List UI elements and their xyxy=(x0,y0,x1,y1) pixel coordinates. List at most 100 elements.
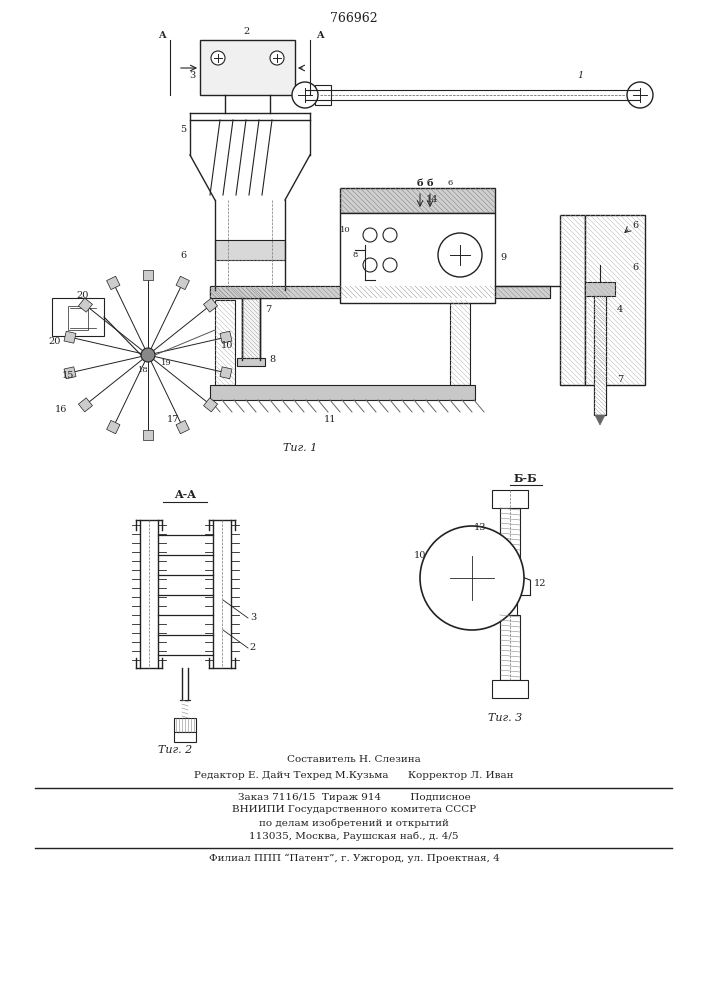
Bar xyxy=(492,680,528,698)
Bar xyxy=(210,288,290,298)
Circle shape xyxy=(211,51,225,65)
Circle shape xyxy=(627,82,653,108)
Polygon shape xyxy=(204,398,218,412)
Polygon shape xyxy=(107,276,120,290)
Text: A: A xyxy=(316,30,324,39)
Bar xyxy=(315,85,331,105)
Bar xyxy=(503,563,517,583)
Polygon shape xyxy=(78,298,93,312)
Bar xyxy=(215,300,235,385)
Bar xyxy=(560,215,585,385)
Text: 18: 18 xyxy=(138,366,148,374)
Bar xyxy=(242,298,260,360)
Bar xyxy=(215,240,285,260)
Text: Заказ 7116/15  Тираж 914         Подписное: Заказ 7116/15 Тираж 914 Подписное xyxy=(238,792,470,802)
Bar xyxy=(492,490,528,508)
Text: 2: 2 xyxy=(244,27,250,36)
Circle shape xyxy=(292,82,318,108)
Bar xyxy=(210,288,290,298)
Text: 6: 6 xyxy=(180,250,186,259)
Bar xyxy=(340,188,495,213)
Bar xyxy=(52,298,104,336)
Text: 2: 2 xyxy=(250,644,256,652)
Bar xyxy=(500,508,520,563)
Circle shape xyxy=(270,51,284,65)
Bar xyxy=(594,295,606,415)
Text: 14: 14 xyxy=(426,196,438,205)
Bar xyxy=(503,595,517,615)
Text: 11: 11 xyxy=(324,416,337,424)
Polygon shape xyxy=(176,276,189,290)
Polygon shape xyxy=(595,415,605,425)
Text: 113035, Москва, Раушская наб., д. 4/5: 113035, Москва, Раушская наб., д. 4/5 xyxy=(250,831,459,841)
Bar xyxy=(215,300,235,385)
Bar xyxy=(585,215,645,385)
Polygon shape xyxy=(64,367,76,379)
Text: 3: 3 xyxy=(250,613,256,622)
Text: 9: 9 xyxy=(500,253,506,262)
Bar xyxy=(210,286,550,298)
Text: 6: 6 xyxy=(632,263,638,272)
Text: Τиг. 1: Τиг. 1 xyxy=(283,443,317,453)
Bar xyxy=(585,215,645,385)
Circle shape xyxy=(383,258,397,272)
Text: 5: 5 xyxy=(180,125,186,134)
Text: 3: 3 xyxy=(189,70,195,80)
Text: Составитель Н. Слезина: Составитель Н. Слезина xyxy=(287,756,421,764)
Text: 1: 1 xyxy=(577,70,583,80)
Text: ВНИИПИ Государственного комитета СССР: ВНИИПИ Государственного комитета СССР xyxy=(232,806,476,814)
Bar xyxy=(594,295,606,415)
Bar xyxy=(594,295,606,415)
Text: A-A: A-A xyxy=(174,489,196,500)
Text: Τиг. 3: Τиг. 3 xyxy=(488,713,522,723)
Polygon shape xyxy=(204,298,218,312)
Polygon shape xyxy=(78,398,93,412)
Text: 12: 12 xyxy=(534,578,547,587)
Text: Филиал ППП “Патент”, г. Ужгород, ул. Проектная, 4: Филиал ППП “Патент”, г. Ужгород, ул. Про… xyxy=(209,853,499,863)
Polygon shape xyxy=(220,331,232,343)
Bar xyxy=(450,300,470,385)
Polygon shape xyxy=(143,430,153,440)
Text: 10: 10 xyxy=(414,550,426,560)
Text: Б-Б: Б-Б xyxy=(513,473,537,484)
Text: 16: 16 xyxy=(55,406,67,414)
Bar xyxy=(68,306,88,330)
Text: 8: 8 xyxy=(352,251,358,259)
Bar xyxy=(340,213,495,303)
Text: б: б xyxy=(427,178,433,188)
Text: 4: 4 xyxy=(617,306,623,314)
Polygon shape xyxy=(143,270,153,280)
Bar xyxy=(200,40,295,95)
Text: 20: 20 xyxy=(77,290,89,300)
Text: Редактор Е. Дайч Техред М.Кузьма      Корректор Л. Иван: Редактор Е. Дайч Техред М.Кузьма Коррект… xyxy=(194,770,514,780)
Text: 8: 8 xyxy=(269,356,275,364)
Circle shape xyxy=(383,228,397,242)
Text: 10: 10 xyxy=(339,226,350,234)
Bar xyxy=(210,286,550,298)
Text: Τиг. 2: Τиг. 2 xyxy=(158,745,192,755)
Polygon shape xyxy=(176,420,189,434)
Text: 20: 20 xyxy=(49,338,62,347)
Text: 10: 10 xyxy=(221,340,233,350)
Circle shape xyxy=(363,258,377,272)
Polygon shape xyxy=(220,367,232,379)
Bar xyxy=(210,286,550,298)
Circle shape xyxy=(420,526,524,630)
Text: б: б xyxy=(416,178,423,188)
Polygon shape xyxy=(107,420,120,434)
Text: 13: 13 xyxy=(474,524,486,532)
Text: 6: 6 xyxy=(632,221,638,230)
Bar xyxy=(560,215,585,385)
Bar xyxy=(174,732,196,742)
Text: 766962: 766962 xyxy=(330,11,378,24)
Text: 19: 19 xyxy=(160,359,171,367)
Text: 17: 17 xyxy=(167,416,180,424)
Bar xyxy=(450,300,470,385)
Bar xyxy=(242,298,260,360)
Text: A: A xyxy=(158,30,166,39)
Polygon shape xyxy=(64,331,76,343)
Bar xyxy=(174,718,196,732)
Circle shape xyxy=(438,233,482,277)
Text: 7: 7 xyxy=(617,375,623,384)
Text: по делам изобретений и открытий: по делам изобретений и открытий xyxy=(259,818,449,828)
